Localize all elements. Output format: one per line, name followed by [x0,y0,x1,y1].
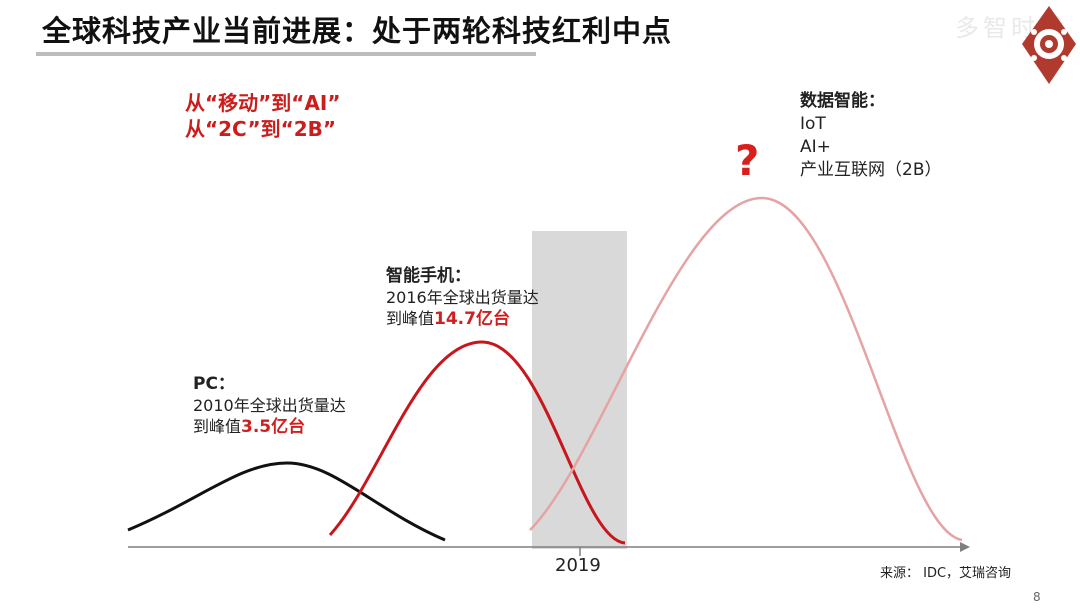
slide-title: 全球科技产业当前进展：处于两轮科技红利中点 [42,14,673,48]
smartphone-desc-line2: 到峰值 [386,309,435,328]
data-intelligence-curve [529,196,963,542]
pc-desc-line1: 2010年全球出货量达 [193,396,346,415]
shift-line-2: 从“2C”到“2B” [185,117,337,141]
data-intelligence-item-iot: IoT [800,114,826,134]
year-2019-band [532,231,627,549]
source-note: 来源： IDC，艾瑞咨询 [880,566,1012,581]
smartphone-desc-line1: 2016年全球出货量达 [386,288,539,307]
pc-desc-line2: 到峰值 [193,417,242,436]
pc-label: PC： 2010年全球出货量达 到峰值3.5亿台 [193,374,346,438]
smartphone-label: 智能手机： 2016年全球出货量达 到峰值14.7亿台 [386,266,539,330]
shift-line-1: 从“移动”到“AI” [185,91,341,115]
title-underline [36,52,536,56]
data-intelligence-item-industrial-internet: 产业互联网（2B） [800,160,942,180]
page-number: 8 [1033,590,1041,604]
pc-title: PC： [193,374,235,394]
smartphone-peak-value: 14.7亿台 [434,309,510,329]
data-intelligence-title: 数据智能： [800,91,885,111]
data-intelligence-label: 数据智能： IoT AI+ 产业互联网（2B） [800,90,941,182]
year-2019-label: 2019 [555,555,601,576]
smartphone-title: 智能手机： [386,266,471,286]
data-intelligence-item-ai: AI+ [800,137,831,157]
smartphone-curve [328,340,626,545]
brand-logo-icon [1022,6,1076,84]
question-mark-icon: ? [735,136,760,185]
pc-curve [127,461,446,542]
pc-peak-value: 3.5亿台 [241,417,306,437]
time-axis-arrow [960,542,970,552]
shift-text: 从“移动”到“AI” 从“2C”到“2B” [185,90,341,142]
